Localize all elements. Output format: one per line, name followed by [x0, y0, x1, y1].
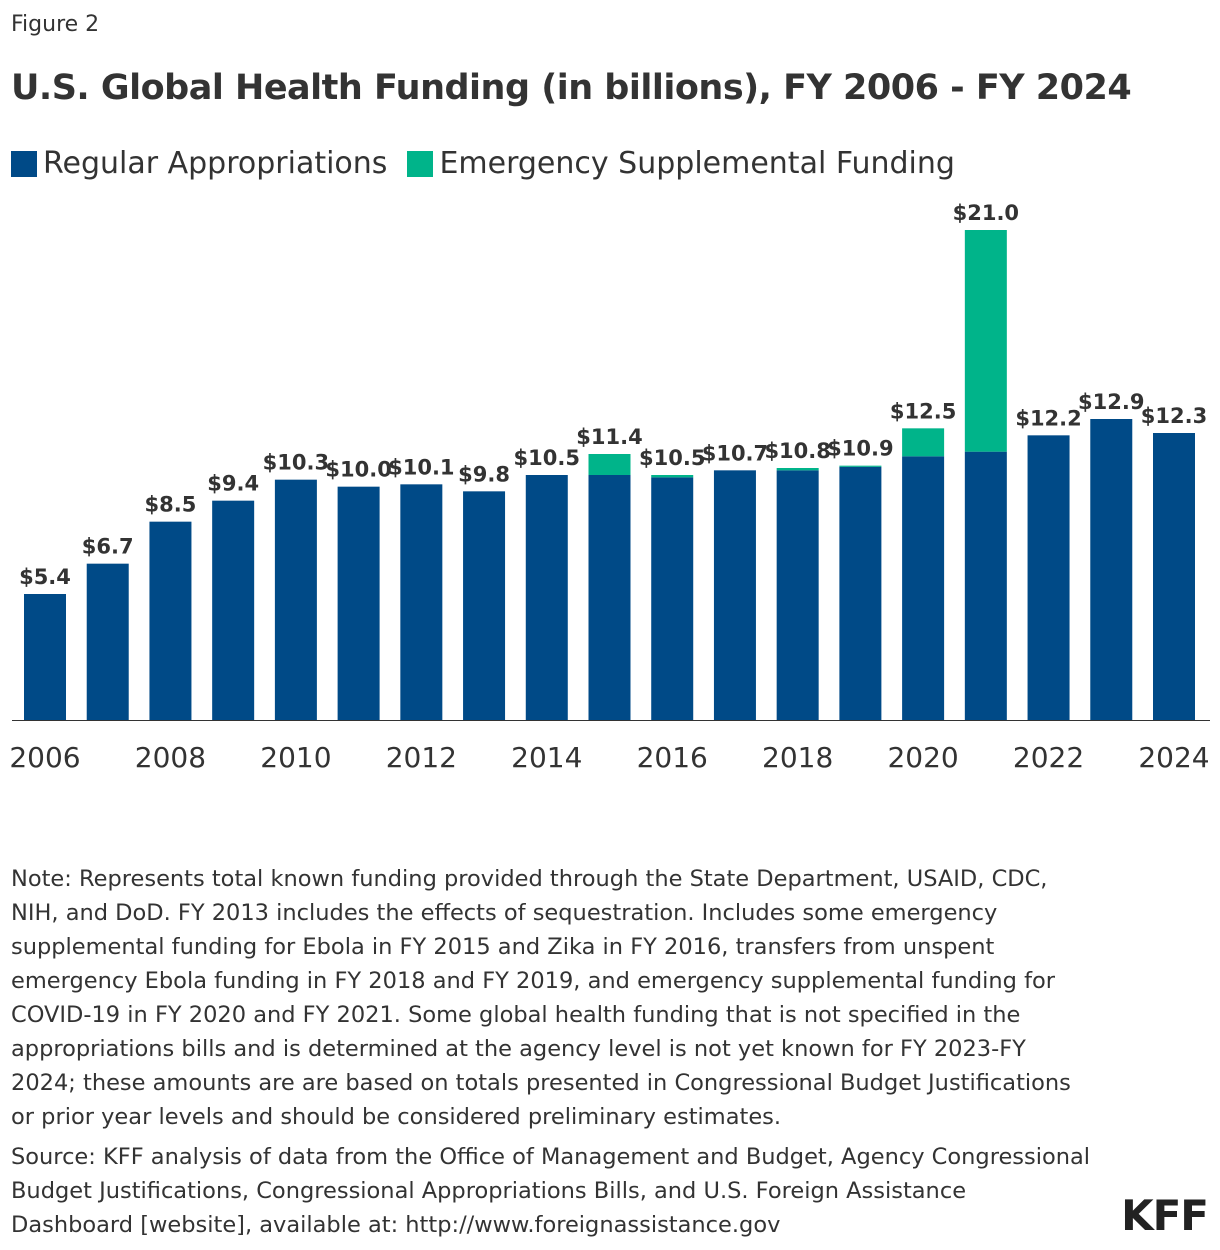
- bar-regular-2008: [149, 521, 192, 720]
- data-label-2009: $9.4: [207, 472, 259, 496]
- figure-label: Figure 2: [11, 12, 100, 37]
- bar-regular-2010: [274, 479, 317, 720]
- bar-emergency-2016: [651, 475, 694, 478]
- legend-label-emergency: Emergency Supplemental Funding: [439, 146, 955, 181]
- data-label-2007: $6.7: [82, 535, 134, 559]
- data-label-2016: $10.5: [639, 446, 705, 470]
- bar-regular-2019: [839, 466, 882, 720]
- data-label-2015: $11.4: [576, 425, 642, 449]
- legend-swatch-emergency: [407, 150, 434, 177]
- bar-regular-2012: [400, 484, 443, 720]
- data-label-2023: $12.9: [1078, 390, 1144, 414]
- legend: Regular Appropriations Emergency Supplem…: [11, 146, 955, 181]
- x-tick-label-2022: 2022: [1013, 741, 1084, 774]
- data-label-2024: $12.3: [1141, 404, 1207, 428]
- bar-regular-2018: [776, 470, 819, 720]
- bar-regular-2011: [337, 486, 380, 720]
- x-tick-label-2016: 2016: [637, 741, 708, 774]
- bar-regular-2021: [964, 451, 1007, 720]
- x-tick-label-2012: 2012: [386, 741, 457, 774]
- bar-emergency-2019: [839, 465, 882, 467]
- x-tick-label-2008: 2008: [135, 741, 206, 774]
- data-label-2017: $10.7: [702, 441, 768, 465]
- legend-item-emergency: Emergency Supplemental Funding: [407, 146, 955, 181]
- bar-regular-2016: [651, 477, 694, 720]
- x-tick-label-2014: 2014: [511, 741, 582, 774]
- x-tick-label-2018: 2018: [762, 741, 833, 774]
- data-label-2006: $5.4: [19, 565, 71, 589]
- chart-title: U.S. Global Health Funding (in billions)…: [11, 68, 1132, 108]
- bar-regular-2020: [902, 456, 945, 720]
- x-tick-label-2006: 2006: [9, 741, 80, 774]
- data-label-2019: $10.9: [827, 437, 893, 461]
- x-tick-label-2024: 2024: [1138, 741, 1209, 774]
- legend-item-regular: Regular Appropriations: [11, 146, 387, 181]
- bar-regular-2015: [588, 475, 631, 720]
- x-tick-label-2020: 2020: [887, 741, 958, 774]
- bar-emergency-2018: [776, 468, 819, 471]
- data-label-2012: $10.1: [388, 455, 454, 479]
- data-label-2010: $10.3: [263, 451, 329, 475]
- bar-regular-2007: [86, 563, 129, 720]
- bar-emergency-2020: [902, 428, 945, 457]
- bar-chart: $5.4$6.7$8.5$9.4$10.3$10.0$10.1 $9.8$10.5…: [9, 201, 1210, 774]
- bar-regular-2006: [24, 594, 66, 720]
- chart-note: Note: Represents total known funding pro…: [11, 866, 1071, 1130]
- chart-source: Source: KFF analysis of data from the Of…: [11, 1144, 1091, 1238]
- kff-logo: KFF: [1121, 1191, 1209, 1240]
- data-label-2022: $12.2: [1015, 406, 1081, 430]
- bar-regular-2009: [212, 500, 255, 720]
- bar-emergency-2015: [588, 454, 631, 475]
- data-label-2020: $12.5: [890, 399, 956, 423]
- bar-regular-2024: [1153, 433, 1195, 720]
- bar-emergency-2021: [964, 230, 1007, 452]
- data-label-2021: $21.0: [953, 201, 1019, 225]
- data-label-2013: $9.8: [458, 462, 510, 486]
- legend-swatch-regular: [11, 150, 37, 177]
- bar-regular-2022: [1027, 435, 1070, 720]
- data-label-2008: $8.5: [145, 493, 197, 517]
- bar-regular-2014: [525, 475, 568, 720]
- bar-regular-2017: [713, 470, 756, 720]
- x-tick-label-2010: 2010: [260, 741, 331, 774]
- data-label-2014: $10.5: [514, 446, 580, 470]
- data-label-2011: $10.0: [325, 458, 391, 482]
- data-label-2018: $10.8: [764, 439, 830, 463]
- bar-regular-2023: [1090, 419, 1133, 720]
- legend-label-regular: Regular Appropriations: [43, 146, 388, 181]
- bar-regular-2013: [463, 491, 506, 720]
